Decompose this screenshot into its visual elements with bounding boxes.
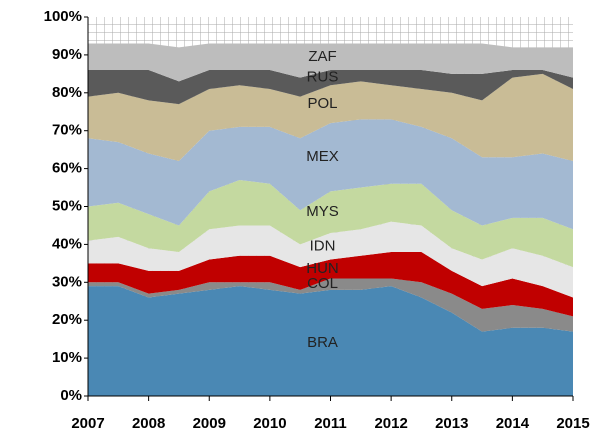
x-tick-label: 2009 — [193, 415, 226, 432]
y-tick-label: 90% — [52, 46, 82, 63]
y-tick-label: 80% — [52, 84, 82, 101]
y-tick-label: 60% — [52, 160, 82, 177]
y-tick-label: 70% — [52, 122, 82, 139]
series-label: MYS — [306, 203, 339, 220]
y-tick-label: 40% — [52, 235, 82, 252]
area — [88, 278, 573, 332]
area — [88, 286, 573, 396]
series-label: IDN — [310, 237, 336, 254]
x-tick-label: 2007 — [71, 415, 104, 432]
x-tick-label: 2013 — [435, 415, 468, 432]
x-tick-label: 2011 — [314, 415, 347, 432]
area — [88, 221, 573, 298]
series-label: COL — [307, 275, 338, 292]
area — [88, 251, 573, 317]
x-tick-label: 2012 — [374, 415, 407, 432]
x-tick-label: 2010 — [253, 415, 286, 432]
series-label: ZAF — [308, 48, 336, 65]
y-tick-label: 50% — [52, 197, 82, 214]
series-label: POL — [307, 95, 337, 112]
area — [88, 179, 573, 268]
series-label: MEX — [306, 148, 339, 165]
x-tick-label: 2015 — [556, 415, 589, 432]
y-tick-label: 30% — [52, 273, 82, 290]
x-tick-label: 2014 — [496, 415, 530, 432]
series-label: HUN — [306, 260, 339, 277]
y-tick-label: 0% — [60, 387, 82, 404]
area — [88, 73, 573, 162]
area — [88, 70, 573, 105]
y-tick-label: 100% — [44, 8, 82, 25]
area — [88, 119, 573, 230]
series-label: RUS — [307, 69, 339, 86]
x-tick-label: 2008 — [132, 415, 165, 432]
area — [88, 43, 573, 82]
series-label: BRA — [307, 334, 338, 351]
y-tick-label: 10% — [52, 349, 82, 366]
y-tick-label: 20% — [52, 311, 82, 328]
